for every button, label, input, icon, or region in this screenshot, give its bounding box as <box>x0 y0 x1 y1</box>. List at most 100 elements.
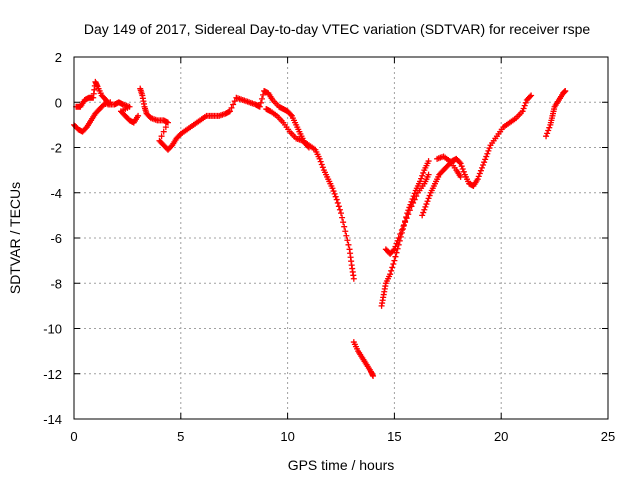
data-point <box>478 164 485 171</box>
data-point <box>343 232 350 239</box>
data-point <box>256 103 263 110</box>
data-point <box>393 240 400 247</box>
data-point <box>391 257 398 264</box>
data-point <box>405 211 412 218</box>
data-point <box>395 235 402 241</box>
data-point <box>342 228 349 235</box>
data-point <box>528 92 535 99</box>
data-point <box>421 206 428 213</box>
y-tick-label: -2 <box>50 141 62 156</box>
data-point <box>316 155 323 162</box>
data-point <box>334 199 341 206</box>
data-point <box>480 162 487 169</box>
x-tick-label: 15 <box>387 429 401 444</box>
data-point <box>338 210 344 217</box>
data-point <box>424 198 431 205</box>
data-point <box>318 161 325 168</box>
x-tick-label: 0 <box>70 429 77 444</box>
data-point <box>545 127 552 134</box>
y-tick-label: 0 <box>55 95 62 110</box>
y-tick-label: -8 <box>50 276 62 291</box>
data-point <box>425 171 432 178</box>
data-point <box>422 203 429 210</box>
data-point <box>544 130 551 137</box>
data-point <box>403 215 410 222</box>
data-point <box>341 223 348 230</box>
data-point <box>419 212 426 219</box>
data-point <box>417 178 424 185</box>
plot-frame <box>73 56 609 420</box>
y-tick-label: -6 <box>50 231 62 246</box>
data-point <box>160 128 167 135</box>
data-point <box>336 206 343 213</box>
data-point <box>484 150 491 157</box>
data-point <box>423 201 430 208</box>
x-tick-label: 5 <box>177 429 184 444</box>
data-point <box>390 247 397 254</box>
data-point <box>426 192 433 199</box>
data-point <box>522 99 529 106</box>
data-point <box>230 101 237 108</box>
data-point <box>231 98 238 105</box>
x-axis-label: GPS time / hours <box>288 457 395 473</box>
data-point <box>394 237 401 244</box>
data-point <box>404 210 411 217</box>
y-axis-label: SDTVAR / TECUs <box>7 182 23 294</box>
data-point <box>339 214 346 221</box>
data-point <box>458 163 465 170</box>
data-point <box>258 95 265 102</box>
data-point <box>340 219 347 226</box>
data-point <box>456 159 463 166</box>
x-tick-label: 10 <box>280 429 294 444</box>
data-point <box>228 104 235 111</box>
data-point <box>397 231 404 238</box>
data-point <box>345 241 352 248</box>
data-point <box>332 193 339 200</box>
y-tick-label: -4 <box>50 186 62 201</box>
data-point <box>331 190 338 197</box>
data-point <box>413 193 420 200</box>
data-point <box>389 264 396 271</box>
data-point <box>333 196 340 203</box>
data-point <box>260 91 267 98</box>
data-point <box>459 165 466 172</box>
data-point <box>457 173 464 180</box>
data-point <box>162 124 169 131</box>
y-tick-label: -12 <box>43 367 62 382</box>
data-point <box>486 145 493 152</box>
data-point <box>392 243 399 250</box>
data-point <box>411 196 418 203</box>
data-point <box>387 271 394 278</box>
data-point <box>483 153 490 160</box>
data-point <box>420 209 427 216</box>
data-point <box>388 267 395 274</box>
x-tick-label: 25 <box>601 429 615 444</box>
data-point <box>408 203 415 210</box>
data-point <box>398 227 405 234</box>
data-point <box>393 249 400 256</box>
data-point <box>135 112 142 119</box>
data-point <box>344 237 351 244</box>
data-point <box>257 99 264 106</box>
data-points <box>71 78 569 380</box>
data-point <box>400 223 407 230</box>
y-tick-label: -10 <box>43 322 62 337</box>
data-point <box>546 124 553 131</box>
data-point <box>457 160 464 167</box>
data-point <box>562 87 569 94</box>
data-point <box>350 275 357 282</box>
data-point <box>406 207 413 214</box>
data-point <box>287 111 294 118</box>
data-point <box>485 147 492 154</box>
data-point <box>475 173 482 180</box>
y-tick-label: -14 <box>43 412 62 427</box>
data-point <box>164 119 171 126</box>
data-point <box>410 199 417 206</box>
data-point <box>329 185 336 192</box>
data-point <box>335 203 342 210</box>
y-tick-label: 2 <box>55 50 62 65</box>
x-tick-label: 20 <box>494 429 508 444</box>
data-point <box>370 373 377 380</box>
